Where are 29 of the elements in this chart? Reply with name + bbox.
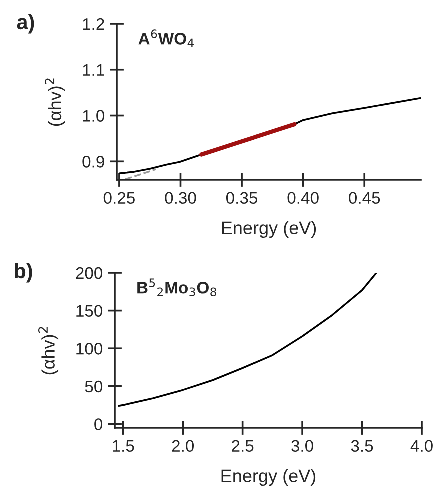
x-axis-title: Energy (eV) bbox=[222, 221, 316, 238]
y-axis-title: (αhv)$^{2}$ bbox=[45, 78, 66, 126]
x-tick-label: 0.40 bbox=[288, 192, 319, 204]
y-tick-label: 200 bbox=[76, 267, 103, 280]
text: b) bbox=[15, 263, 32, 283]
x-tick-label: 2.0 bbox=[172, 440, 194, 452]
text: a) bbox=[17, 14, 34, 34]
x-tick-label: 0.25 bbox=[104, 192, 135, 204]
y-tick-label: 0 bbox=[94, 418, 103, 430]
x-tick-label: 3.0 bbox=[292, 440, 314, 452]
line-series bbox=[118, 273, 378, 407]
y-tick-label: 100 bbox=[76, 343, 103, 355]
y-tick-label: 0.9 bbox=[82, 156, 104, 168]
y-tick-label: 1.0 bbox=[83, 110, 105, 122]
y-tick-label: 150 bbox=[76, 305, 103, 318]
x-tick-label: 3.5 bbox=[351, 440, 374, 452]
y-axis-title: (αhv)$^{2}$ bbox=[38, 327, 59, 375]
x-axis-title: Energy (eV) bbox=[222, 469, 316, 486]
annotation: B$^{5}$$_{2}$Mo$_{3}$O$_{8}$ bbox=[138, 278, 216, 297]
x-tick-label: 2.5 bbox=[232, 440, 254, 452]
x-tick-label: 0.35 bbox=[226, 192, 258, 204]
x-tick-label: 0.30 bbox=[165, 192, 196, 204]
y-tick-label: 1.2 bbox=[83, 18, 104, 30]
x-tick-label: 0.45 bbox=[349, 192, 380, 204]
x-tick-label: 4.0 bbox=[410, 440, 433, 452]
y-tick-label: 50 bbox=[85, 380, 103, 393]
y-tick-label: 1.1 bbox=[83, 64, 104, 76]
annotation: A$^{6}$WO$_{4}$ bbox=[138, 30, 194, 48]
x-tick-label: 1.5 bbox=[113, 440, 134, 452]
